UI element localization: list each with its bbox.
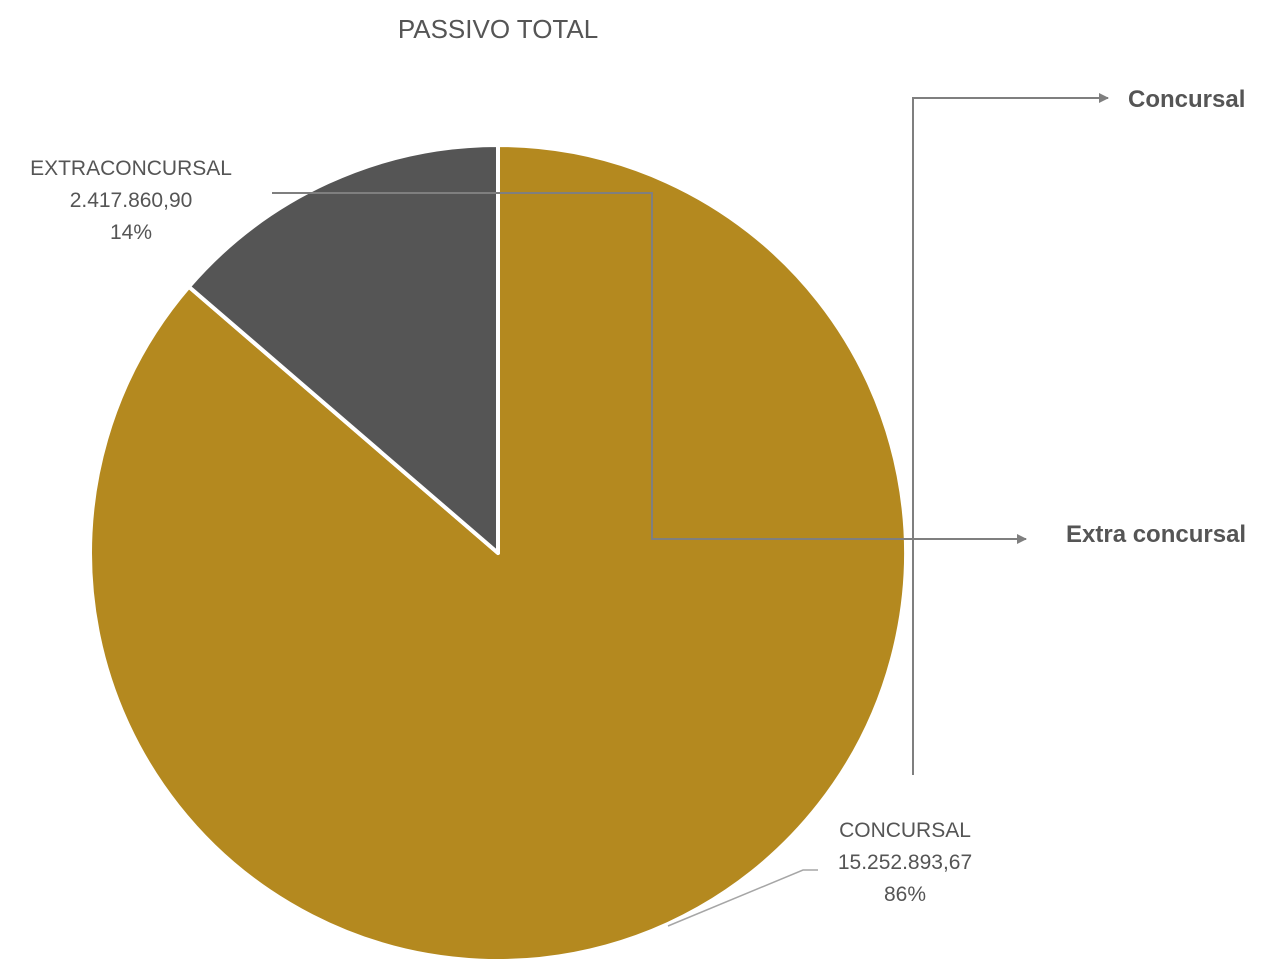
- pie-slices: [88, 143, 908, 960]
- data-label-extraconcursal-percent: 14%: [110, 221, 152, 244]
- legend-connector-extra-concursal: [272, 192, 1027, 544]
- data-label-concursal: CONCURSAL 15.252.893,67 86%: [838, 819, 972, 906]
- data-label-extraconcursal-value: 2.417.860,90: [70, 189, 193, 212]
- pie-slice-extraconcursal: [186, 143, 500, 555]
- data-label-concursal-name: CONCURSAL: [839, 819, 971, 842]
- legend-connector-concursal: [912, 93, 1109, 775]
- chart-title: PASSIVO TOTAL: [398, 14, 598, 44]
- data-label-concursal-value: 15.252.893,67: [838, 851, 972, 874]
- data-label-leader-concursal: [667, 869, 818, 927]
- legend-entry-concursal: Concursal: [1128, 86, 1245, 113]
- data-label-extraconcursal-name: EXTRACONCURSAL: [30, 157, 232, 180]
- data-label-concursal-percent: 86%: [884, 883, 926, 906]
- legend-entry-extra-concursal: Extra concursal: [1066, 521, 1246, 548]
- legend-connectors: [272, 93, 1109, 775]
- data-label-extraconcursal: EXTRACONCURSAL 2.417.860,90 14%: [30, 157, 232, 244]
